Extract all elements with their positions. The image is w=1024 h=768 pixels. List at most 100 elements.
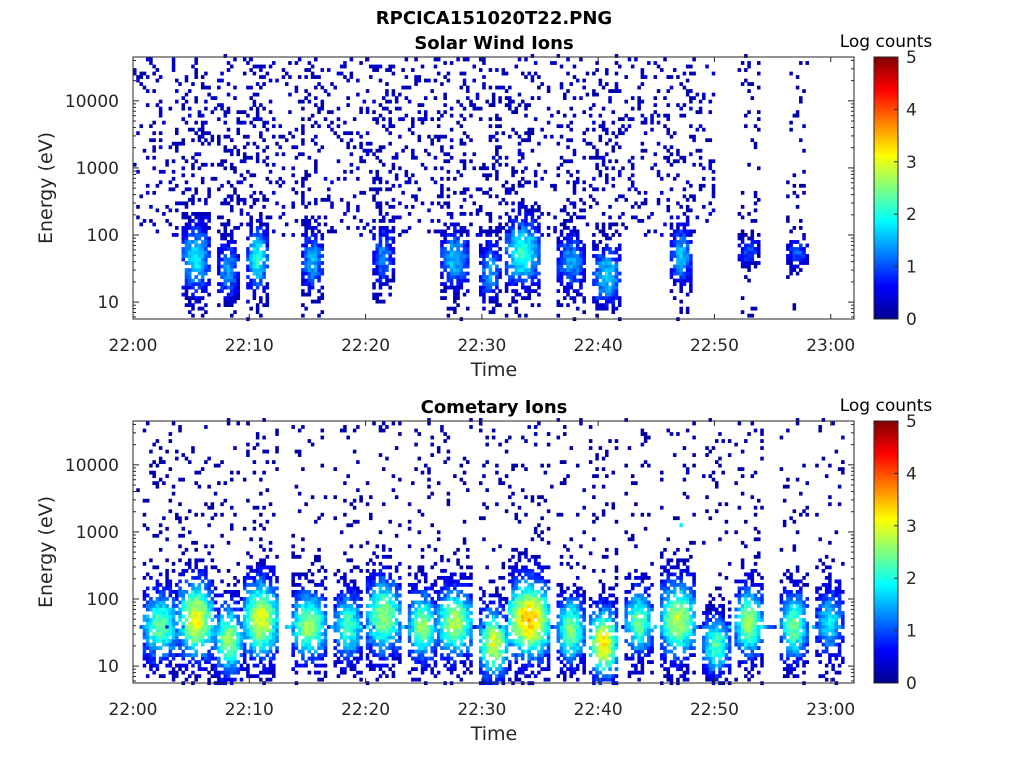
heatmap-cell bbox=[168, 187, 173, 192]
heatmap-cell bbox=[223, 201, 228, 206]
heatmap-cell bbox=[530, 148, 535, 153]
heatmap-cell bbox=[488, 187, 493, 192]
heatmap-cell bbox=[239, 208, 244, 213]
heatmap-cell bbox=[559, 271, 564, 276]
colorbar bbox=[873, 56, 899, 320]
heatmap-cell bbox=[682, 257, 687, 262]
heatmap-cell bbox=[504, 190, 509, 195]
heatmap-cell bbox=[194, 187, 198, 192]
heatmap-cell bbox=[223, 54, 228, 58]
heatmap-cell bbox=[381, 247, 386, 251]
heatmap-cell bbox=[262, 233, 266, 237]
heatmap-cell bbox=[272, 590, 276, 594]
heatmap-cell bbox=[249, 96, 253, 100]
heatmap-cell bbox=[795, 194, 800, 199]
heatmap-cell bbox=[375, 187, 380, 192]
heatmap-cell bbox=[569, 264, 574, 269]
heatmap-cell bbox=[162, 653, 166, 657]
heatmap-cell bbox=[307, 226, 312, 230]
heatmap-cell bbox=[262, 656, 266, 661]
heatmap-cell bbox=[252, 233, 257, 237]
heatmap-cell bbox=[372, 268, 376, 272]
heatmap-cell bbox=[310, 113, 315, 118]
heatmap-cell bbox=[356, 586, 360, 591]
heatmap-cell bbox=[197, 271, 202, 276]
heatmap-cell bbox=[272, 568, 276, 573]
heatmap-cell bbox=[175, 639, 179, 643]
heatmap-cell bbox=[566, 180, 570, 185]
x-tick-label: 22:20 bbox=[341, 336, 390, 356]
heatmap-cell bbox=[689, 268, 693, 272]
heatmap-cell bbox=[682, 254, 687, 258]
heatmap-cell bbox=[149, 646, 153, 650]
heatmap-cell bbox=[495, 292, 499, 297]
heatmap-cell bbox=[320, 85, 325, 90]
heatmap-cell bbox=[307, 289, 312, 293]
heatmap-cell bbox=[689, 96, 693, 100]
heatmap-cell bbox=[414, 75, 418, 79]
heatmap-cell bbox=[423, 96, 428, 100]
heatmap-cell bbox=[495, 169, 499, 174]
heatmap-cell bbox=[672, 131, 677, 136]
heatmap-cell bbox=[220, 646, 224, 650]
heatmap-cell bbox=[184, 99, 189, 104]
heatmap-cell bbox=[184, 600, 189, 605]
heatmap-cell bbox=[204, 600, 208, 605]
heatmap-cell bbox=[462, 152, 467, 157]
heatmap-cell bbox=[217, 271, 221, 276]
heatmap-cell bbox=[627, 187, 632, 192]
heatmap-cell bbox=[336, 628, 341, 633]
heatmap-cell bbox=[605, 82, 609, 86]
heatmap-cell bbox=[433, 57, 438, 62]
heatmap-cell bbox=[314, 558, 318, 563]
heatmap-cell bbox=[527, 243, 531, 248]
heatmap-cell bbox=[582, 296, 586, 300]
heatmap-cell bbox=[359, 677, 363, 682]
heatmap-cell bbox=[233, 677, 237, 682]
heatmap-cell bbox=[575, 254, 580, 258]
heatmap-cell bbox=[527, 236, 531, 241]
heatmap-cell bbox=[346, 103, 350, 108]
heatmap-cell bbox=[307, 257, 312, 262]
heatmap-cell bbox=[272, 593, 276, 598]
heatmap-cell bbox=[187, 89, 192, 93]
heatmap-cell bbox=[252, 621, 257, 626]
heatmap-cell bbox=[194, 512, 198, 517]
heatmap-cell bbox=[252, 607, 257, 612]
heatmap-cell bbox=[310, 604, 315, 608]
heatmap-cell bbox=[259, 586, 263, 591]
heatmap-cell bbox=[320, 247, 325, 251]
heatmap-cell bbox=[233, 261, 237, 265]
heatmap-cell bbox=[259, 597, 263, 601]
heatmap-cell bbox=[789, 240, 793, 244]
heatmap-cell bbox=[750, 82, 755, 86]
heatmap-cell bbox=[310, 257, 315, 262]
heatmap-cell bbox=[291, 187, 295, 192]
heatmap-cell bbox=[187, 222, 192, 227]
heatmap-cell bbox=[569, 271, 574, 276]
heatmap-cell bbox=[187, 660, 192, 664]
heatmap-cell bbox=[498, 99, 502, 104]
heatmap-cell bbox=[249, 568, 253, 573]
heatmap-cell bbox=[320, 625, 325, 629]
heatmap-cell bbox=[356, 208, 360, 213]
heatmap-cell bbox=[197, 285, 202, 290]
heatmap-cell bbox=[262, 197, 266, 202]
heatmap-cell bbox=[204, 211, 208, 216]
heatmap-cell bbox=[401, 190, 405, 195]
heatmap-cell bbox=[307, 117, 312, 122]
heatmap-cell bbox=[226, 660, 231, 664]
heatmap-cell bbox=[178, 667, 182, 672]
heatmap-cell bbox=[252, 446, 257, 450]
heatmap-cell bbox=[572, 180, 577, 185]
heatmap-cell bbox=[381, 233, 386, 237]
heatmap-cell bbox=[191, 218, 195, 223]
heatmap-cell bbox=[252, 190, 257, 195]
heatmap-cell bbox=[799, 250, 803, 255]
heatmap-cell bbox=[520, 254, 525, 258]
heatmap-cell bbox=[343, 75, 347, 79]
heatmap-cell bbox=[698, 187, 703, 192]
heatmap-cell bbox=[281, 134, 286, 139]
heatmap-cell bbox=[194, 222, 198, 227]
heatmap-cell bbox=[520, 625, 525, 629]
